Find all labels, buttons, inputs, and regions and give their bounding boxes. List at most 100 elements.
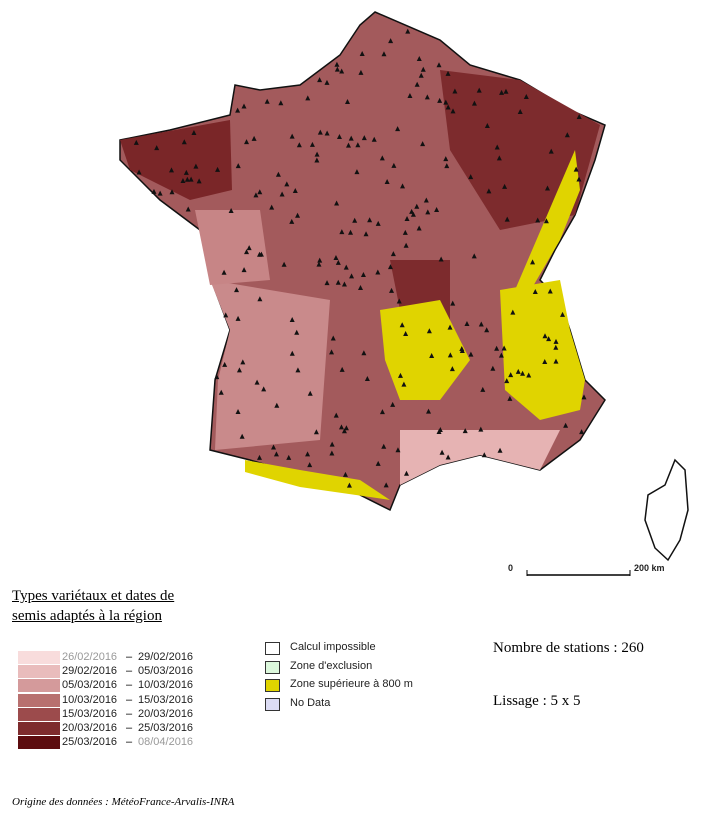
station bbox=[363, 231, 369, 237]
station bbox=[388, 38, 394, 44]
legend-dash: – bbox=[125, 651, 133, 663]
station bbox=[553, 358, 559, 364]
station bbox=[414, 81, 420, 87]
station bbox=[410, 211, 416, 217]
station bbox=[434, 207, 440, 213]
legend-swatch bbox=[18, 665, 60, 679]
station bbox=[498, 352, 504, 358]
station bbox=[341, 281, 347, 287]
station bbox=[389, 287, 395, 293]
station bbox=[478, 321, 484, 327]
legend-from: 29/02/2016 bbox=[62, 665, 118, 678]
station bbox=[355, 142, 361, 148]
station bbox=[494, 144, 500, 150]
station bbox=[564, 132, 570, 138]
station bbox=[436, 62, 442, 68]
station bbox=[244, 139, 250, 145]
legend-to: 05/03/2016 bbox=[138, 665, 194, 678]
legend-swatch bbox=[18, 651, 60, 664]
station bbox=[526, 372, 532, 378]
station bbox=[281, 261, 287, 267]
station bbox=[334, 200, 340, 206]
station bbox=[313, 429, 319, 435]
station bbox=[361, 350, 367, 356]
station bbox=[548, 148, 554, 154]
station bbox=[447, 324, 453, 330]
station bbox=[383, 482, 389, 488]
station bbox=[254, 379, 260, 385]
station bbox=[235, 409, 241, 415]
station bbox=[503, 88, 509, 94]
station bbox=[484, 123, 490, 129]
station bbox=[462, 428, 468, 434]
station bbox=[436, 429, 442, 435]
station bbox=[402, 229, 408, 235]
station bbox=[423, 197, 429, 203]
station bbox=[335, 279, 341, 285]
station-count: Nombre de stations : 260 bbox=[493, 640, 644, 656]
station bbox=[289, 218, 295, 224]
station bbox=[494, 345, 500, 351]
station bbox=[530, 259, 536, 265]
station bbox=[497, 447, 503, 453]
light-south bbox=[400, 430, 560, 485]
legend-from: 26/02/2016 bbox=[62, 651, 118, 663]
station bbox=[183, 169, 189, 175]
station bbox=[334, 66, 340, 72]
legend-from: 15/03/2016 bbox=[62, 707, 118, 720]
station bbox=[317, 129, 323, 135]
station bbox=[364, 375, 370, 381]
stations bbox=[133, 28, 587, 488]
station bbox=[390, 251, 396, 257]
station bbox=[450, 108, 456, 114]
station bbox=[324, 130, 330, 136]
station bbox=[468, 174, 474, 180]
station bbox=[486, 188, 492, 194]
station bbox=[295, 212, 301, 218]
legend-dash: – bbox=[125, 679, 133, 692]
station bbox=[546, 336, 552, 342]
station bbox=[547, 288, 553, 294]
station bbox=[188, 176, 194, 182]
station bbox=[274, 402, 280, 408]
station bbox=[339, 366, 345, 372]
station bbox=[342, 471, 348, 477]
station bbox=[452, 88, 458, 94]
station bbox=[221, 269, 227, 275]
station bbox=[241, 267, 247, 273]
zone-swatch bbox=[265, 679, 280, 692]
station bbox=[185, 206, 191, 212]
legend-to: 10/03/2016 bbox=[138, 679, 194, 692]
station bbox=[257, 296, 263, 302]
station bbox=[496, 155, 502, 161]
station bbox=[459, 345, 465, 351]
station bbox=[399, 322, 405, 328]
source: Origine des données : MétéoFrance-Arvali… bbox=[12, 796, 235, 808]
station bbox=[253, 192, 259, 198]
station bbox=[449, 366, 455, 372]
station bbox=[508, 372, 514, 378]
station bbox=[400, 183, 406, 189]
station bbox=[510, 309, 516, 315]
station bbox=[251, 135, 257, 141]
station bbox=[553, 338, 559, 344]
legend-swatch bbox=[18, 679, 60, 693]
station bbox=[307, 462, 313, 468]
station bbox=[279, 191, 285, 197]
station bbox=[543, 218, 549, 224]
dark-brittany bbox=[120, 120, 232, 200]
legend-swatch bbox=[18, 722, 60, 735]
station bbox=[443, 156, 449, 162]
station bbox=[305, 95, 311, 101]
station bbox=[581, 394, 587, 400]
station bbox=[352, 217, 358, 223]
legend-to: 20/03/2016 bbox=[138, 707, 194, 720]
station bbox=[236, 367, 242, 373]
station bbox=[294, 329, 300, 335]
station bbox=[240, 359, 246, 365]
station bbox=[445, 70, 451, 76]
station bbox=[359, 50, 365, 56]
zone-swatch bbox=[265, 642, 280, 655]
station bbox=[502, 183, 508, 189]
station bbox=[390, 401, 396, 407]
